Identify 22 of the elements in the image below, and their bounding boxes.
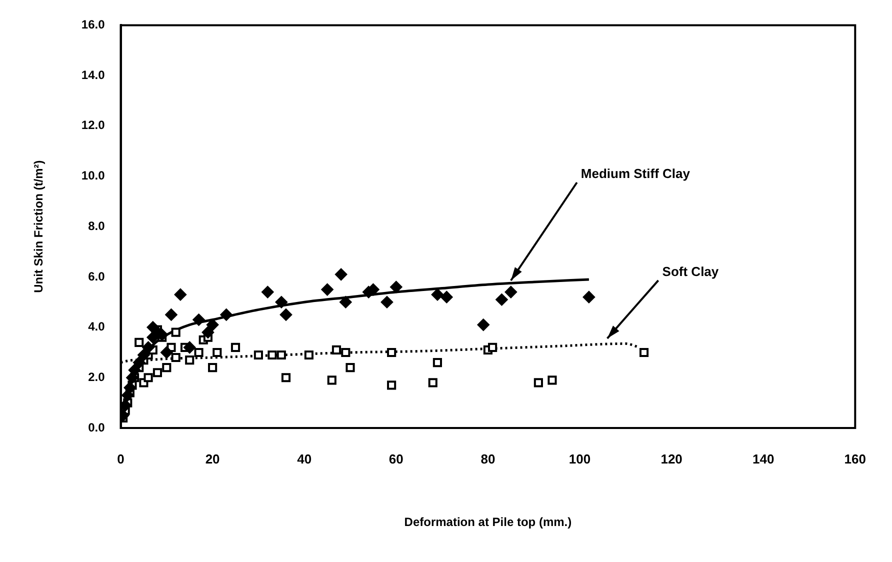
x-tick-label: 20 xyxy=(205,451,220,466)
y-tick-label: 16.0 xyxy=(81,18,106,32)
x-tick-label: 140 xyxy=(752,451,774,466)
x-tick-label: 60 xyxy=(388,451,404,466)
y-tick-label: 2.0 xyxy=(88,370,106,384)
y-tick-label: 8.0 xyxy=(88,218,106,233)
x-tick-label: 0 xyxy=(117,451,124,466)
annotation: Medium Stiff Clay xyxy=(580,166,691,182)
y-tick-label: 6.0 xyxy=(88,269,106,284)
y-tick-label: 12.0 xyxy=(81,118,106,132)
annotation: Soft Clay xyxy=(662,264,720,279)
x-tick-label: 120 xyxy=(660,451,682,466)
x-tick-label: 80 xyxy=(480,451,496,466)
y-tick-label: 0.0 xyxy=(88,420,106,434)
x-tick-label: 160 xyxy=(844,451,866,466)
x-tick-label: 100 xyxy=(568,451,591,466)
y-axis-title: Unit Skin Friction (t/m²) xyxy=(32,160,46,293)
x-axis-title: Deformation at Pile top (mm.) xyxy=(404,515,572,530)
x-tick-label: 40 xyxy=(297,451,312,466)
y-tick-label: 4.0 xyxy=(88,320,106,334)
y-tick-label: 14.0 xyxy=(81,68,106,82)
y-tick-label: 10.0 xyxy=(81,168,106,183)
